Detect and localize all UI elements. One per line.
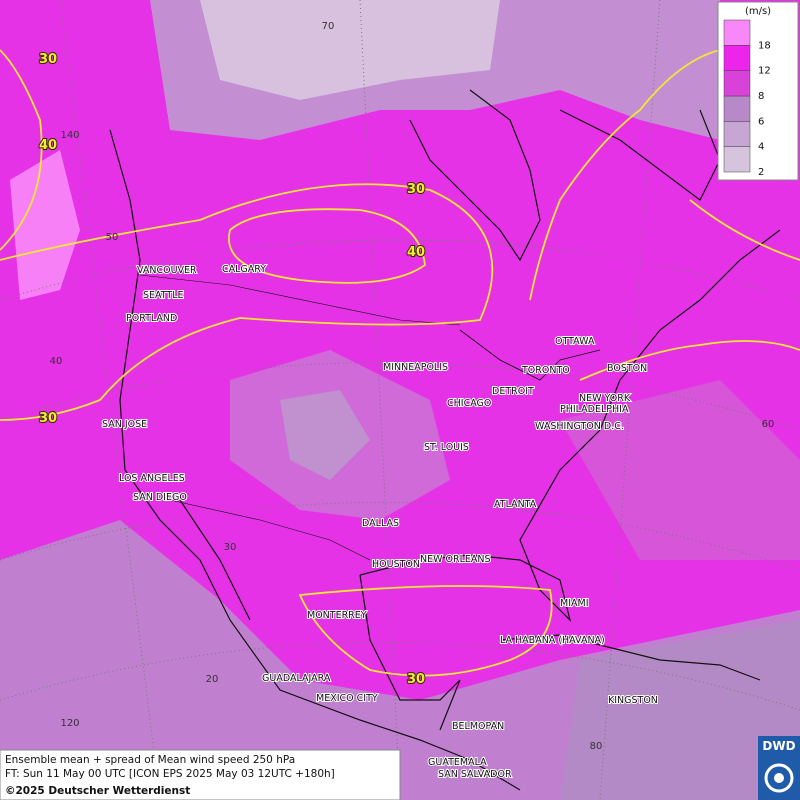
city-label: MIAMI (560, 598, 589, 609)
grid-label: 140 (60, 130, 79, 141)
legend-label: 2 (758, 167, 764, 178)
city-label: NEW ORLEANS (420, 554, 491, 565)
grid-label: 30 (224, 542, 237, 553)
city-label: WASHINGTON D.C. (535, 421, 624, 432)
city-label: ST. LOUIS (424, 442, 469, 453)
legend-label: 18 (758, 40, 771, 51)
contour-label: 30 (39, 52, 57, 67)
city-label: MONTERREY (307, 610, 367, 621)
city-label: KINGSTON (608, 695, 658, 706)
caption-box (0, 749, 401, 800)
contour-label: 30 (407, 672, 425, 687)
city-label: MEXICO CITY (316, 693, 378, 704)
field-shade (200, 0, 500, 100)
city-label: SAN DIEGO (133, 492, 187, 503)
city-label: BOSTON (607, 363, 647, 374)
coastline (409, 89, 541, 262)
city-label: NEW YORK (579, 393, 631, 404)
city-label: CHICAGO (447, 398, 491, 409)
legend-swatch (723, 19, 751, 46)
isotach (298, 585, 553, 677)
city-label: BELMOPAN (452, 721, 504, 732)
isotachs (0, 49, 800, 677)
legend-swatch (723, 95, 751, 122)
isotach (0, 49, 43, 251)
city-label: ATLANTA (494, 499, 537, 510)
logo-text: DWD (762, 739, 795, 753)
city-label: GUATEMALA (428, 757, 487, 768)
city-label: SAN SALVADOR (438, 769, 512, 780)
city-label: LA HABANA (HAVANA) (500, 635, 605, 646)
contour-label: 30 (407, 182, 425, 197)
grid-label: 80 (590, 741, 603, 752)
city-label: SAN JOSE (102, 419, 147, 430)
legend-label: 4 (758, 142, 764, 153)
contour-label: 40 (39, 138, 57, 153)
grid-label: 60 (762, 419, 775, 430)
city-label: DALLAS (362, 518, 399, 529)
isotach (529, 49, 721, 301)
logo-mark (774, 773, 784, 783)
border (139, 274, 461, 326)
border (169, 499, 371, 561)
field-shade (560, 620, 800, 800)
field-shade (10, 150, 80, 300)
isotach (0, 183, 494, 421)
contour-label: 40 (407, 245, 425, 260)
caption-line: FT: Sun 11 May 00 UTC [ICON EPS 2025 May… (5, 768, 335, 780)
grid-label: 120 (60, 718, 79, 729)
lake-shore (459, 329, 601, 381)
city-label: PORTLAND (126, 313, 177, 324)
grid-label: 50 (106, 232, 119, 243)
coastline (359, 574, 461, 731)
legend-swatch (723, 121, 751, 147)
coastlines (109, 89, 781, 791)
logo-mark (764, 763, 794, 793)
grid-label: 20 (206, 674, 219, 685)
legend-swatch (723, 146, 751, 173)
logo-box (758, 736, 800, 800)
city-label: OTTAWA (555, 336, 595, 347)
legend-label: 8 (758, 91, 764, 102)
legend: (m/s) 2 4 6 8 12 18 (717, 1, 799, 181)
isotach (228, 208, 426, 284)
city-label: MINNEAPOLIS (383, 362, 448, 373)
legend-swatch (723, 45, 751, 71)
caption-line: ©2025 Deutscher Wetterdienst (5, 785, 190, 797)
grid-label: 40 (50, 356, 63, 367)
graticule-line (359, 0, 401, 800)
labels: VANCOUVER CALGARY SEATTLE PORTLAND MINNEAPOL… (38, 21, 775, 781)
city-label: PHILADELPHIA (560, 404, 629, 415)
city-label: DETROIT (492, 386, 534, 397)
city-label: VANCOUVER (137, 265, 197, 276)
coastline (109, 129, 521, 791)
coastline (499, 634, 761, 681)
city-label: HOUSTON (372, 559, 420, 570)
coastline (179, 499, 251, 621)
grid-label: 70 (322, 21, 335, 32)
contour-label: 30 (39, 411, 57, 426)
field-shade (280, 390, 370, 480)
coastline (359, 229, 781, 622)
legend-swatch (723, 70, 751, 97)
isotach (579, 340, 800, 381)
legend-unit: (m/s) (745, 6, 771, 17)
city-label: CALGARY (222, 264, 266, 275)
isotach (689, 199, 800, 261)
legend-label: 12 (758, 66, 771, 77)
coastline (559, 109, 721, 201)
city-label: GUADALAJARA (262, 673, 331, 684)
graticule-line (599, 0, 661, 800)
field-shade (560, 380, 800, 560)
caption-line: Ensemble mean + spread of Mean wind spee… (5, 754, 295, 766)
city-label: LOS ANGELES (119, 473, 185, 484)
city-label: TORONTO (521, 365, 570, 376)
legend-label: 6 (758, 116, 764, 127)
city-label: SEATTLE (143, 290, 184, 301)
